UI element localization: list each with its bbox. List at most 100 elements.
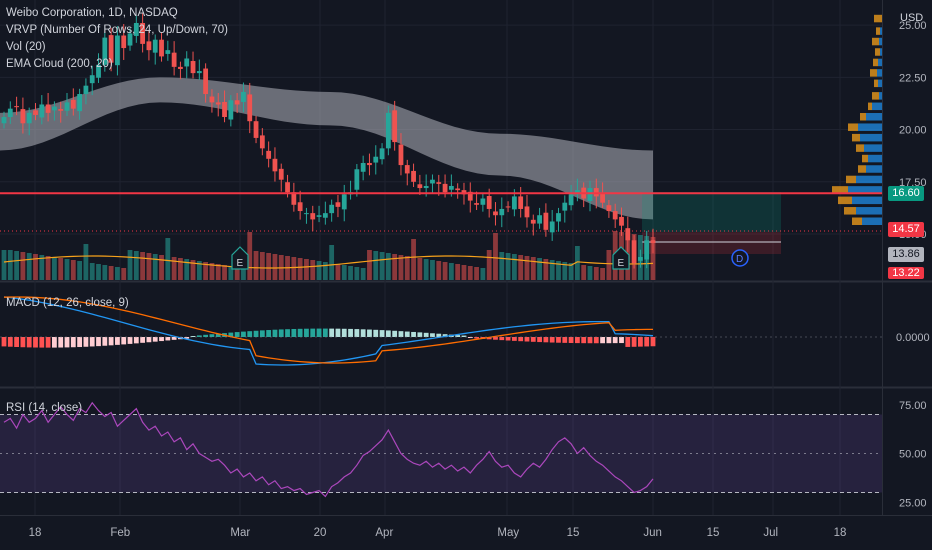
candle-body[interactable] bbox=[222, 101, 227, 118]
vrvp-legend[interactable]: VRVP (Number Of Rows, 24, Up/Down, 70) bbox=[6, 24, 228, 36]
candle-body[interactable] bbox=[341, 194, 347, 210]
candle-body[interactable] bbox=[272, 158, 278, 172]
candle-body[interactable] bbox=[291, 192, 297, 205]
candle-body[interactable] bbox=[524, 206, 530, 218]
candle-body[interactable] bbox=[266, 150, 272, 159]
candle-body[interactable] bbox=[83, 85, 89, 95]
candle-body[interactable] bbox=[96, 64, 101, 78]
candle-body[interactable] bbox=[467, 191, 473, 201]
candle-body[interactable] bbox=[133, 22, 139, 36]
candlesticks[interactable] bbox=[1, 13, 656, 269]
candle-body[interactable] bbox=[165, 50, 171, 54]
rsi-legend[interactable]: RSI (14, close) bbox=[6, 402, 83, 414]
stop-zone[interactable] bbox=[642, 232, 781, 254]
candle-body[interactable] bbox=[587, 188, 593, 202]
candle-body[interactable] bbox=[140, 22, 146, 44]
candle-body[interactable] bbox=[518, 196, 524, 209]
earnings-marker[interactable]: E bbox=[612, 246, 630, 270]
candle-body[interactable] bbox=[152, 39, 158, 53]
candle-body[interactable] bbox=[335, 202, 341, 207]
candle-body[interactable] bbox=[171, 52, 177, 67]
candle-body[interactable] bbox=[39, 104, 45, 118]
candle-body[interactable] bbox=[26, 112, 32, 124]
ema-cloud-legend[interactable]: EMA Cloud (200, 20) bbox=[6, 58, 113, 70]
candle-body[interactable] bbox=[360, 162, 366, 172]
candle-body[interactable] bbox=[115, 35, 120, 66]
candle-body[interactable] bbox=[278, 168, 284, 180]
candle-body[interactable] bbox=[499, 208, 505, 216]
candle-body[interactable] bbox=[146, 41, 152, 51]
candle-body[interactable] bbox=[644, 240, 650, 260]
candle-body[interactable] bbox=[234, 100, 240, 105]
candle-body[interactable] bbox=[398, 144, 404, 166]
candle-body[interactable] bbox=[77, 94, 83, 112]
candle-body[interactable] bbox=[480, 198, 486, 205]
candle-body[interactable] bbox=[209, 96, 215, 103]
macd-legend[interactable]: MACD (12, 26, close, 9) bbox=[6, 297, 129, 309]
candle-body[interactable] bbox=[650, 240, 656, 244]
candle-body[interactable] bbox=[215, 102, 221, 105]
candle-body[interactable] bbox=[549, 221, 555, 233]
candle-body[interactable] bbox=[121, 35, 127, 49]
candle-body[interactable] bbox=[606, 205, 612, 212]
candle-body[interactable] bbox=[505, 206, 511, 208]
candle-body[interactable] bbox=[574, 190, 580, 195]
candle-body[interactable] bbox=[203, 68, 209, 95]
candle-body[interactable] bbox=[329, 204, 335, 214]
candle-body[interactable] bbox=[247, 94, 253, 122]
candle-body[interactable] bbox=[442, 183, 448, 193]
candle-body[interactable] bbox=[259, 135, 265, 149]
candle-body[interactable] bbox=[196, 71, 202, 74]
candle-body[interactable] bbox=[367, 162, 372, 166]
candle-body[interactable] bbox=[322, 213, 328, 218]
candle-body[interactable] bbox=[45, 104, 51, 113]
candle-body[interactable] bbox=[385, 112, 391, 149]
rsi-pane[interactable] bbox=[0, 389, 882, 515]
candle-body[interactable] bbox=[241, 91, 246, 102]
candle-body[interactable] bbox=[285, 182, 290, 193]
candle-body[interactable] bbox=[417, 184, 423, 189]
candle-body[interactable] bbox=[568, 194, 574, 206]
candle-body[interactable] bbox=[562, 202, 568, 211]
candle-body[interactable] bbox=[304, 213, 309, 215]
candle-body[interactable] bbox=[159, 39, 164, 57]
candle-body[interactable] bbox=[1, 117, 7, 124]
candle-body[interactable] bbox=[530, 219, 536, 224]
candle-body[interactable] bbox=[184, 58, 190, 67]
candle-body[interactable] bbox=[354, 169, 360, 190]
candle-body[interactable] bbox=[461, 190, 467, 195]
candle-body[interactable] bbox=[511, 196, 517, 210]
candle-body[interactable] bbox=[228, 100, 234, 120]
candle-body[interactable] bbox=[14, 106, 20, 108]
candle-body[interactable] bbox=[102, 37, 108, 65]
candle-body[interactable] bbox=[493, 211, 498, 216]
candle-body[interactable] bbox=[64, 102, 70, 111]
candle-body[interactable] bbox=[448, 185, 454, 190]
candle-body[interactable] bbox=[316, 215, 322, 217]
dividend-marker[interactable]: D bbox=[731, 249, 749, 267]
candle-body[interactable] bbox=[373, 156, 379, 163]
candle-body[interactable] bbox=[637, 257, 643, 261]
candle-body[interactable] bbox=[7, 108, 13, 118]
candle-body[interactable] bbox=[600, 193, 605, 203]
candle-body[interactable] bbox=[436, 182, 442, 184]
target-zone[interactable] bbox=[642, 192, 781, 232]
candle-body[interactable] bbox=[127, 33, 133, 46]
candle-body[interactable] bbox=[430, 179, 435, 184]
candle-body[interactable] bbox=[392, 110, 398, 143]
candle-body[interactable] bbox=[455, 188, 461, 191]
candle-body[interactable] bbox=[411, 170, 416, 182]
candle-body[interactable] bbox=[631, 240, 637, 264]
candle-body[interactable] bbox=[423, 185, 429, 189]
earnings-marker[interactable]: E bbox=[231, 246, 249, 270]
candle-body[interactable] bbox=[178, 66, 183, 69]
candle-body[interactable] bbox=[593, 188, 599, 197]
candle-body[interactable] bbox=[556, 213, 561, 222]
candle-body[interactable] bbox=[70, 99, 76, 109]
candle-body[interactable] bbox=[297, 202, 303, 212]
candle-body[interactable] bbox=[253, 121, 259, 138]
candle-body[interactable] bbox=[612, 211, 618, 220]
candle-body[interactable] bbox=[89, 75, 95, 84]
candle-body[interactable] bbox=[379, 148, 385, 160]
